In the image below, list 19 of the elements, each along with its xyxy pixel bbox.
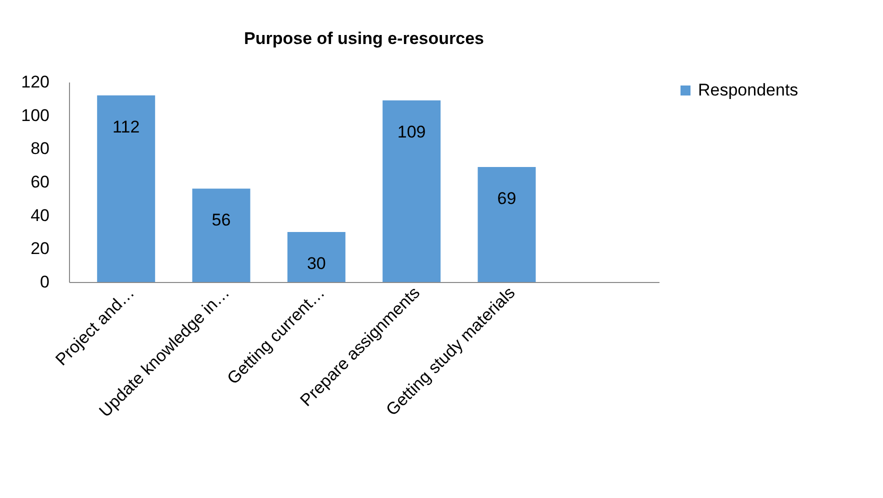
bar [192, 188, 250, 282]
y-tick-label: 40 [30, 206, 50, 225]
data-label: 112 [112, 117, 140, 136]
bar [382, 100, 441, 282]
y-tick-label: 100 [21, 106, 50, 125]
y-tick-label: 120 [21, 72, 50, 92]
data-label: 109 [397, 122, 426, 142]
chart-title: Purpose of using e-resources [244, 29, 484, 48]
bar [478, 167, 536, 282]
y-tick-label: 60 [30, 172, 50, 192]
y-tick-label: 80 [30, 139, 50, 158]
y-tick-label: 20 [30, 239, 50, 258]
bar [97, 95, 156, 282]
bar [287, 232, 346, 282]
data-label: 30 [306, 254, 326, 273]
data-label: 69 [497, 189, 516, 208]
y-tick-label: 0 [40, 272, 50, 292]
data-label: 56 [212, 210, 231, 230]
legend-label: Respondents [698, 80, 798, 100]
